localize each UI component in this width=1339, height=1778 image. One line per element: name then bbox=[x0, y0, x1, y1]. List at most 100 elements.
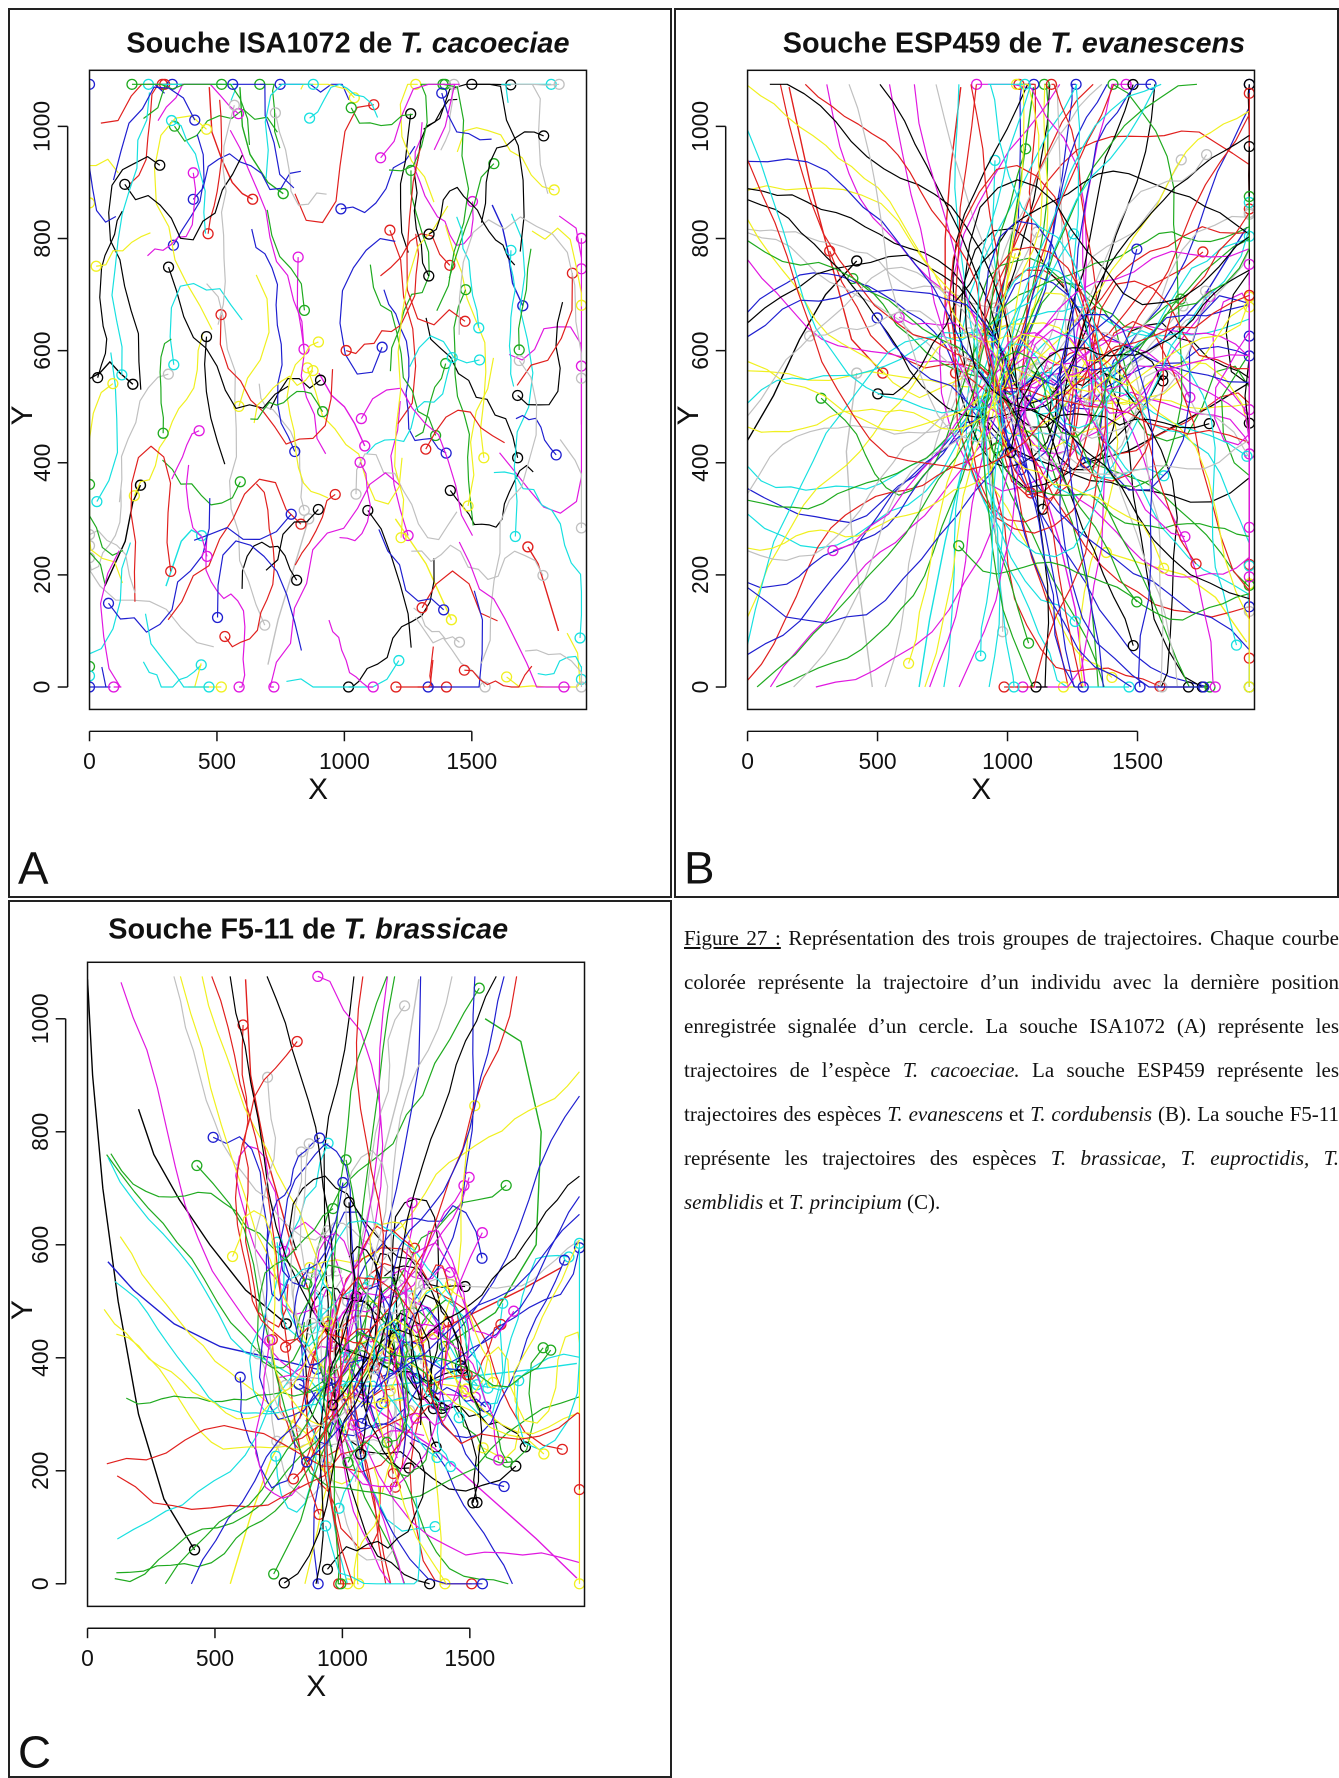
trajectory-line bbox=[508, 326, 583, 425]
trajectory-line bbox=[117, 1280, 370, 1540]
trajectory-line bbox=[238, 274, 270, 407]
trajectory-end-marker bbox=[191, 1159, 203, 1172]
y-axis-label: Y bbox=[10, 1300, 39, 1320]
trajectory-line bbox=[308, 987, 480, 1585]
trajectory-end-marker bbox=[89, 540, 96, 552]
x-tick-label: 500 bbox=[858, 748, 896, 774]
trajectory-end-marker bbox=[508, 1305, 520, 1317]
trajectory-line bbox=[255, 1340, 300, 1499]
trajectory-line bbox=[421, 570, 498, 622]
trajectory-line bbox=[559, 439, 583, 528]
trajectory-line bbox=[89, 489, 122, 571]
trajectory-end-marker bbox=[381, 1436, 393, 1448]
trajectory-line bbox=[747, 240, 1138, 603]
trajectory-line bbox=[350, 107, 413, 127]
trajectory-end-marker bbox=[406, 1197, 418, 1209]
caption-text-5: et bbox=[763, 1190, 789, 1214]
trajectory-end-marker bbox=[963, 327, 975, 339]
trajectory-line bbox=[414, 363, 447, 438]
panel-letter: A bbox=[18, 842, 49, 893]
trajectory-end-marker bbox=[453, 636, 466, 648]
trajectory-line bbox=[992, 83, 1162, 688]
trajectory-end-marker bbox=[89, 660, 96, 673]
trajectory-end-marker bbox=[476, 1227, 488, 1239]
trajectory-end-marker bbox=[320, 1520, 332, 1532]
trajectory-end-marker bbox=[1158, 470, 1170, 482]
trajectory-end-marker bbox=[89, 670, 96, 682]
y-tick-label: 800 bbox=[29, 219, 55, 257]
trajectory-line bbox=[112, 86, 196, 181]
trajectory-end-marker bbox=[851, 255, 863, 267]
trajectory-end-marker bbox=[312, 1578, 324, 1590]
trajectory-end-marker bbox=[444, 484, 456, 497]
trajectory-line bbox=[326, 1454, 395, 1562]
trajectory-end-marker bbox=[436, 87, 448, 99]
trajectory-end-marker bbox=[322, 1137, 334, 1149]
trajectory-line bbox=[389, 170, 430, 372]
caption-species-4: T. brassicae, T. euproctidis, T. semblid… bbox=[684, 1146, 1339, 1214]
trajectory-line bbox=[747, 188, 1134, 646]
trajectory-end-marker bbox=[487, 1376, 499, 1389]
trajectory-end-marker bbox=[1198, 681, 1210, 693]
trajectory-line bbox=[217, 105, 235, 325]
trajectory-line bbox=[323, 976, 518, 1585]
trajectory-line bbox=[399, 83, 435, 203]
trajectory-line bbox=[89, 529, 136, 594]
trajectory-line bbox=[428, 186, 516, 266]
trajectory-end-marker bbox=[201, 550, 213, 562]
panel-b-frame: Souche ESP459 de T. evanescens 0 500 1000 15… bbox=[674, 8, 1339, 898]
trajectory-end-marker bbox=[154, 159, 166, 171]
trajectory-end-marker bbox=[316, 406, 329, 418]
trajectory-line bbox=[256, 1208, 334, 1369]
panel-title-prefix: Souche F5-11 de bbox=[108, 913, 343, 945]
trajectory-end-marker bbox=[200, 123, 213, 135]
trajectory-line bbox=[241, 1024, 289, 1328]
trajectory-line bbox=[957, 84, 1078, 622]
trajectory-end-marker bbox=[312, 970, 324, 983]
trajectory-end-marker bbox=[500, 671, 513, 683]
trajectory-end-marker bbox=[259, 619, 271, 631]
trajectory-end-marker bbox=[522, 541, 534, 553]
trajectory-end-marker bbox=[1077, 681, 1089, 693]
trajectory-end-marker bbox=[168, 120, 181, 132]
trajectory-end-marker bbox=[545, 1344, 557, 1356]
x-axis-label: X bbox=[971, 773, 991, 806]
trajectory-end-marker bbox=[1008, 681, 1020, 693]
trajectory-end-marker bbox=[314, 1132, 326, 1144]
trajectory-end-marker bbox=[278, 1577, 290, 1589]
y-tick-label: 600 bbox=[687, 332, 713, 370]
trajectory-line bbox=[89, 141, 119, 203]
trajectory-end-marker bbox=[444, 259, 456, 271]
trajectory-line bbox=[747, 159, 1250, 471]
trajectory-end-marker bbox=[301, 1278, 313, 1290]
trajectory-end-marker bbox=[479, 681, 491, 693]
trajectory-line bbox=[993, 84, 1165, 569]
trajectory-end-marker bbox=[226, 1250, 239, 1263]
trajectory-line bbox=[355, 453, 458, 541]
trajectory-line bbox=[111, 92, 151, 375]
trajectory-end-marker bbox=[355, 412, 367, 425]
trajectory-end-marker bbox=[438, 604, 450, 616]
trajectory-end-marker bbox=[234, 1371, 246, 1383]
trajectory-end-marker bbox=[234, 476, 246, 488]
trajectory-end-marker bbox=[1107, 78, 1119, 90]
trajectory-end-marker bbox=[316, 1307, 329, 1319]
trajectory-line bbox=[174, 108, 278, 142]
trajectory-line bbox=[142, 661, 202, 688]
trajectory-line bbox=[205, 537, 246, 688]
trajectory-line bbox=[1097, 83, 1250, 488]
caption-text-6: (C). bbox=[901, 1190, 941, 1214]
trajectory-end-marker bbox=[335, 1578, 347, 1590]
trajectory-line bbox=[300, 1315, 406, 1488]
trajectory-end-marker bbox=[269, 107, 282, 119]
trajectory-end-marker bbox=[453, 1412, 465, 1424]
trajectory-line bbox=[118, 373, 169, 503]
trajectory-line bbox=[265, 509, 319, 571]
trajectory-end-marker bbox=[1020, 143, 1032, 155]
trajectory-end-marker bbox=[134, 479, 147, 491]
trajectory-line bbox=[908, 110, 1250, 664]
trajectory-end-marker bbox=[1203, 418, 1215, 430]
trajectory-line bbox=[988, 265, 1250, 688]
trajectory-line bbox=[972, 257, 1181, 688]
trajectory-end-marker bbox=[556, 1443, 568, 1455]
